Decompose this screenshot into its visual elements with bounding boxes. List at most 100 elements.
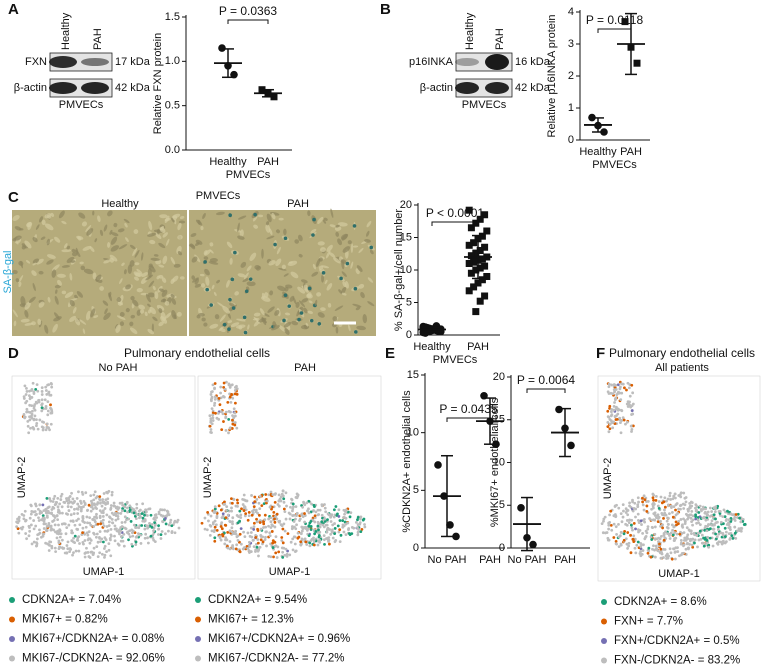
- umap-cell: [35, 513, 38, 516]
- umap-cell: [74, 524, 77, 527]
- umap-cell: [271, 530, 274, 533]
- umap-cell: [110, 528, 113, 531]
- umap-cell: [682, 503, 685, 506]
- umap-cell: [38, 399, 41, 402]
- umap-cell: [317, 529, 320, 532]
- umap-cell: [48, 505, 51, 508]
- umap-cell: [114, 524, 117, 527]
- umap-cell: [324, 510, 327, 513]
- blot-row-label: p16INKA: [409, 56, 454, 68]
- umap-cell: [276, 513, 279, 516]
- umap-cell: [277, 520, 280, 523]
- umap-cell: [662, 556, 665, 559]
- umap-cell: [721, 515, 724, 518]
- umap-x-label: UMAP-1: [83, 566, 125, 578]
- umap-cell: [58, 503, 61, 506]
- y-tick-label: 20: [493, 371, 505, 383]
- umap-cell: [339, 540, 342, 543]
- umap-cell: [710, 510, 713, 513]
- umap-cell: [632, 534, 635, 537]
- umap-cell: [711, 519, 714, 522]
- umap-cell: [99, 515, 102, 518]
- umap-cell: [73, 501, 76, 504]
- umap-cell: [636, 505, 639, 508]
- umap-cell: [660, 535, 663, 538]
- umap-cell: [283, 510, 286, 513]
- umap-cell: [657, 513, 660, 516]
- umap-cell: [253, 508, 256, 511]
- umap-cell: [671, 523, 674, 526]
- umap-cell: [140, 542, 143, 545]
- umap-cell: [357, 531, 360, 534]
- umap-cell: [224, 538, 227, 541]
- umap-cell: [614, 398, 617, 401]
- umap-cell: [141, 512, 144, 515]
- data-point: [218, 44, 226, 52]
- umap-cell: [58, 546, 61, 549]
- umap-cell: [615, 418, 618, 421]
- umap-cell: [275, 535, 278, 538]
- legend-label: FXN-/CDKN2A- = 83.2%: [614, 655, 740, 667]
- umap-y-label: UMAP-2: [202, 457, 214, 499]
- umap-cell: [714, 533, 717, 536]
- umap-cell: [317, 509, 320, 512]
- umap-cell: [72, 551, 75, 554]
- umap-cell: [219, 403, 222, 406]
- umap-cell: [35, 424, 38, 427]
- umap-cell: [623, 386, 626, 389]
- umap-cell: [89, 542, 92, 545]
- umap-cell: [305, 543, 308, 546]
- umap-cell: [740, 527, 743, 530]
- stained-cell: [354, 330, 358, 334]
- umap-cell: [713, 523, 716, 526]
- umap-cell: [30, 510, 33, 513]
- umap-cell: [255, 518, 258, 521]
- umap-cell: [233, 424, 236, 427]
- umap-cell: [637, 496, 640, 499]
- umap-cell: [41, 402, 44, 405]
- stained-cell: [312, 218, 316, 222]
- blot-band: [485, 54, 509, 70]
- umap-cell: [243, 546, 246, 549]
- legend-label: FXN+/CDKN2A+ = 0.5%: [614, 635, 740, 647]
- umap-cell: [234, 421, 237, 424]
- umap-cell: [25, 537, 28, 540]
- umap-cell: [222, 420, 225, 423]
- umap-cell: [220, 509, 223, 512]
- umap-cell: [44, 386, 47, 389]
- umap-cell: [231, 414, 234, 417]
- umap-cell: [124, 509, 127, 512]
- umap-cell: [657, 520, 660, 523]
- umap-cell: [706, 529, 709, 532]
- data-point: [477, 298, 484, 305]
- umap-cell: [652, 507, 655, 510]
- legend-label: FXN+ = 7.7%: [614, 616, 683, 628]
- umap-cell: [66, 499, 69, 502]
- umap-cell: [38, 519, 41, 522]
- umap-cell: [647, 525, 650, 528]
- umap-cell: [663, 532, 666, 535]
- umap-cell: [701, 517, 704, 520]
- umap-cell: [170, 531, 173, 534]
- umap-cell: [654, 526, 657, 529]
- umap-cell: [295, 523, 298, 526]
- umap-cell: [141, 520, 144, 523]
- umap-cell: [615, 525, 618, 528]
- umap-cell: [103, 492, 106, 495]
- umap-cell: [626, 531, 629, 534]
- umap-cell: [70, 492, 73, 495]
- umap-cell: [231, 502, 234, 505]
- umap-cell: [654, 511, 657, 514]
- umap-cell: [152, 518, 155, 521]
- umap-cell: [620, 409, 623, 412]
- umap-cell: [265, 545, 268, 548]
- umap-cell: [107, 529, 110, 532]
- umap-cell: [220, 428, 223, 431]
- umap-cell: [34, 510, 37, 513]
- umap-cell: [164, 532, 167, 535]
- umap-cell: [105, 550, 108, 553]
- umap-cell: [167, 530, 170, 533]
- umap-cell: [105, 491, 108, 494]
- umap-cell: [37, 428, 40, 431]
- umap-cell: [706, 536, 709, 539]
